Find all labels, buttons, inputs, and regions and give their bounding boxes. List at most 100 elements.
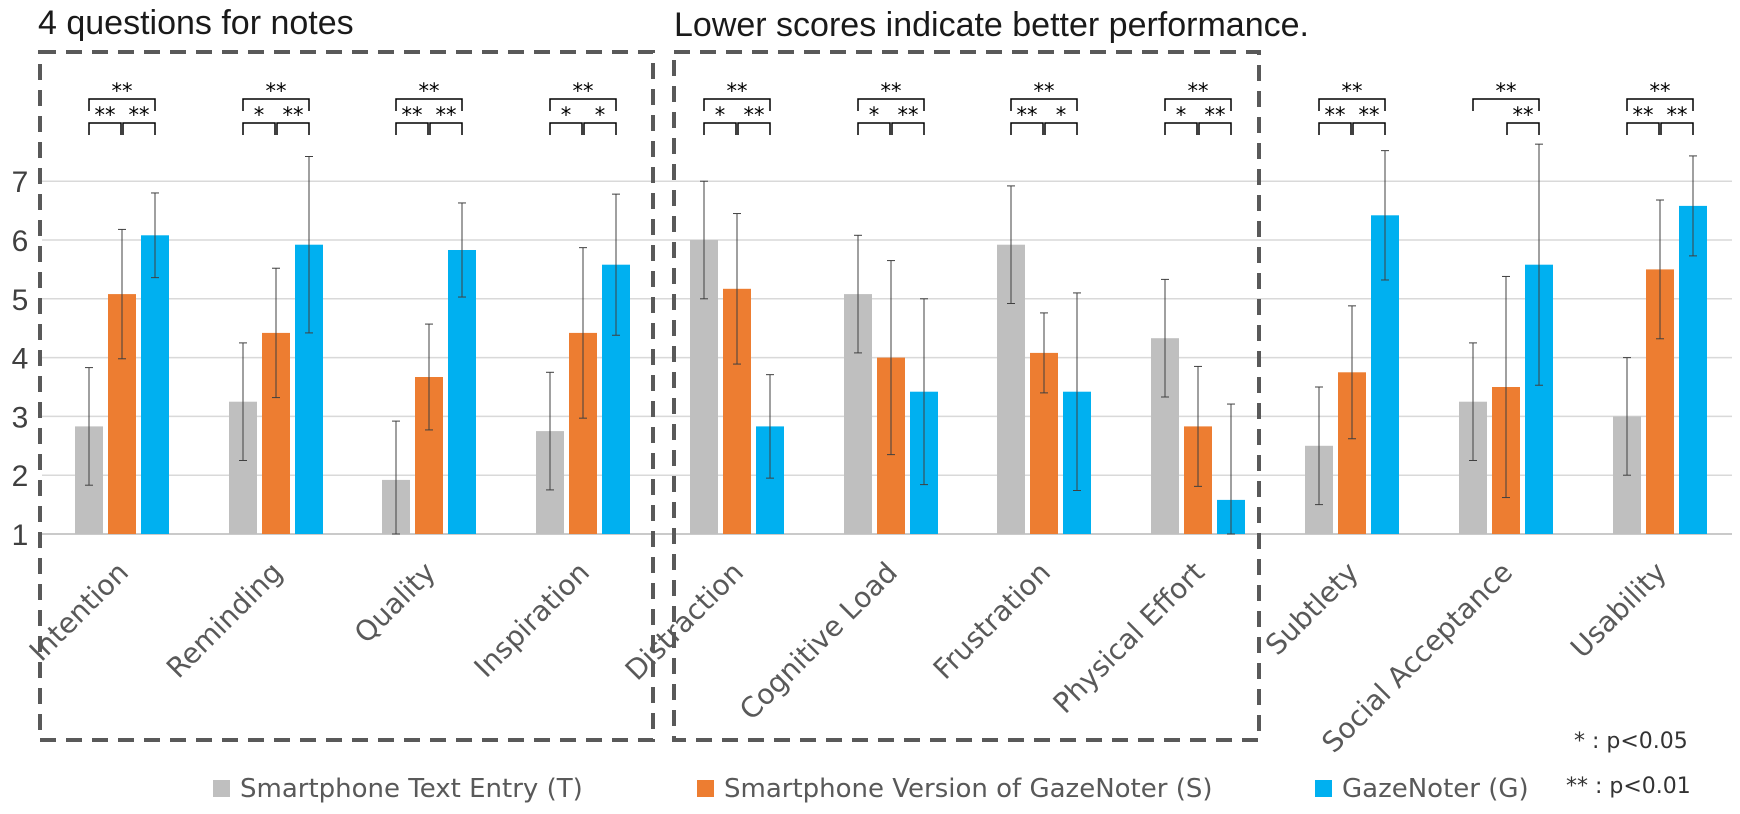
- category-label: Quality: [348, 556, 442, 650]
- bracket-S-G: [429, 122, 463, 135]
- bracket-T-S-label: *: [715, 103, 726, 127]
- legend-swatch-T: [213, 780, 230, 797]
- category-label: Reminding: [160, 556, 289, 685]
- legend-label-S: Smartphone Version of GazeNoter (S): [724, 774, 1213, 804]
- bracket-T-S: [857, 122, 891, 135]
- bracket-T-S-label: *: [254, 103, 265, 127]
- bracket-S-G: [1506, 122, 1540, 135]
- bracket-T-G-label: **: [573, 79, 594, 103]
- bracket-T-G: [1318, 98, 1386, 111]
- bracket-S-G-label: **: [898, 103, 919, 127]
- legend-label-T: Smartphone Text Entry (T): [240, 774, 583, 804]
- legend-swatch-G: [1315, 780, 1332, 797]
- bracket-T-G-label: **: [881, 79, 902, 103]
- y-tick-label: 7: [12, 166, 29, 199]
- bracket-T-G-label: **: [727, 79, 748, 103]
- bar-G: [1679, 205, 1707, 534]
- category-label: Usability: [1564, 556, 1673, 665]
- bracket-T-G: [395, 98, 463, 111]
- legend-item-S: Smartphone Version of GazeNoter (S): [697, 774, 1213, 804]
- bracket-T-S: [1626, 122, 1660, 135]
- bracket-T-S-label: **: [95, 103, 116, 127]
- bracket-S-G-label: *: [1056, 103, 1067, 127]
- y-tick-label: 3: [12, 401, 29, 434]
- bracket-T-S: [1318, 122, 1352, 135]
- bracket-S-G-label: **: [1205, 103, 1226, 127]
- bracket-T-G: [1010, 98, 1078, 111]
- category-label: Inspiration: [468, 556, 596, 684]
- bracket-T-S-label: *: [1176, 103, 1187, 127]
- bars: [75, 205, 1707, 535]
- bracket-T-S-label: **: [402, 103, 423, 127]
- bracket-T-S-label: **: [1325, 103, 1346, 127]
- bracket-S-G-label: *: [595, 103, 606, 127]
- category-label: Frustration: [927, 556, 1057, 686]
- bracket-S-G: [583, 122, 617, 135]
- significance-brackets: **** ***** ****** ***** **** ***** ****** **** *…: [88, 79, 1694, 135]
- legend-label-G: GazeNoter (G): [1342, 774, 1529, 804]
- bracket-S-G-label: **: [129, 103, 150, 127]
- bracket-S-G: [1198, 122, 1232, 135]
- legend-item-G: GazeNoter (G): [1315, 774, 1529, 804]
- bracket-T-S: [242, 122, 276, 135]
- bracket-T-S: [88, 122, 122, 135]
- group-boxes: [38, 50, 1261, 742]
- bracket-T-G-label: **: [1650, 79, 1671, 103]
- bracket-T-G: [703, 98, 771, 111]
- bracket-T-G-label: **: [1188, 79, 1209, 103]
- bracket-S-G: [1352, 122, 1386, 135]
- bracket-T-S-label: *: [869, 103, 880, 127]
- y-axis: 1 2 3 4 5 6 7: [12, 166, 29, 552]
- bracket-S-G: [891, 122, 925, 135]
- bracket-T-G: [88, 98, 156, 111]
- bracket-T-S-label: **: [1017, 103, 1038, 127]
- category-label: Physical Effort: [1047, 556, 1211, 720]
- bracket-T-G: [242, 98, 310, 111]
- legend: Smartphone Text Entry (T) Smartphone Vers…: [213, 774, 1529, 804]
- category-label: Cognitive Load: [733, 556, 904, 727]
- bracket-S-G: [1660, 122, 1694, 135]
- bracket-T-S: [1010, 122, 1044, 135]
- middle-group-title: Lower scores indicate better performance…: [674, 6, 1309, 44]
- bracket-T-G-label: **: [266, 79, 287, 103]
- bracket-S-G-label: **: [1359, 103, 1380, 127]
- y-tick-label: 1: [12, 519, 29, 552]
- significance-note-2: ** : p<0.01: [1566, 774, 1691, 799]
- bracket-T-S-label: **: [1633, 103, 1654, 127]
- bracket-T-G-label: **: [1034, 79, 1055, 103]
- bracket-T-G: [857, 98, 925, 111]
- bracket-T-S: [549, 122, 583, 135]
- bracket-T-S: [703, 122, 737, 135]
- bracket-T-S: [1164, 122, 1198, 135]
- legend-swatch-S: [697, 780, 714, 797]
- y-tick-label: 2: [12, 460, 29, 493]
- bracket-S-G: [276, 122, 310, 135]
- bracket-T-G: [549, 98, 617, 111]
- bracket-T-G-label: **: [419, 79, 440, 103]
- bracket-T-G-label: **: [1496, 79, 1517, 103]
- bracket-S-G: [737, 122, 771, 135]
- bracket-T-G: [1472, 98, 1540, 111]
- bracket-T-G: [1626, 98, 1694, 111]
- bar-G: [141, 235, 169, 534]
- bracket-S-G: [122, 122, 156, 135]
- legend-item-T: Smartphone Text Entry (T): [213, 774, 583, 804]
- y-tick-label: 4: [12, 343, 29, 376]
- bracket-S-G-label: **: [436, 103, 457, 127]
- bracket-S-G-label: **: [744, 103, 765, 127]
- bracket-T-G-label: **: [1342, 79, 1363, 103]
- y-tick-label: 5: [12, 284, 29, 317]
- y-tick-label: 6: [12, 225, 29, 258]
- error-bars: [85, 143, 1697, 535]
- category-labels: Intention Reminding Quality Inspiration Dist…: [23, 556, 1673, 760]
- bracket-T-S: [395, 122, 429, 135]
- significance-note-1: * : p<0.05: [1574, 729, 1688, 754]
- bracket-T-S-label: *: [561, 103, 572, 127]
- bracket-S-G-label: **: [1513, 103, 1534, 127]
- left-group-title: 4 questions for notes: [38, 4, 354, 42]
- category-label: Distraction: [619, 556, 750, 687]
- bracket-T-G-label: **: [112, 79, 133, 103]
- bracket-S-G: [1044, 122, 1078, 135]
- bracket-S-G-label: **: [283, 103, 304, 127]
